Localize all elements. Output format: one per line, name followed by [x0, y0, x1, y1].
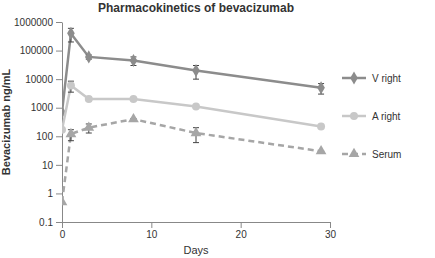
legend-label: V right: [372, 73, 401, 84]
tick: 20: [236, 222, 248, 240]
marks: [62, 27, 326, 205]
marker: [62, 196, 67, 205]
tick-mark: [56, 193, 62, 194]
marker: [67, 27, 75, 40]
series-line: [62, 85, 321, 129]
tick: 0.1: [39, 217, 62, 228]
tick-mark: [56, 136, 62, 137]
tick-label: 1000000: [14, 17, 53, 28]
tick-mark: [62, 222, 63, 228]
tick: 10000: [25, 74, 62, 85]
marker: [67, 81, 75, 89]
legend-marker: [350, 71, 358, 84]
chart: 0 10 20 30 0.1 1 10 100 1000 10000 100000 1000000 Ph…: [0, 0, 435, 258]
tick-label: 0.1: [39, 217, 53, 228]
series-line: [62, 119, 321, 202]
tick: 10: [146, 222, 158, 240]
tick-mark: [56, 79, 62, 80]
tick: 100000: [20, 45, 62, 56]
tick: 1000: [31, 102, 62, 113]
error-cap: [68, 41, 74, 42]
tick-label: 1000: [31, 102, 54, 113]
x-axis: 0 10 20 30: [60, 222, 337, 240]
tick-label: 20: [236, 229, 248, 240]
tick-label: 10: [42, 160, 54, 171]
marker: [85, 95, 93, 103]
tick-label: 100: [36, 131, 53, 142]
plot: 0 10 20 30 0.1 1 10 100 1000 10000 100000 1000000: [14, 17, 336, 240]
tick-mark: [56, 222, 62, 223]
tick-label: 30: [325, 229, 337, 240]
tick: 0: [60, 222, 66, 240]
marker: [317, 123, 325, 131]
marker: [316, 145, 327, 154]
marker: [66, 128, 77, 137]
tick: 1000000: [14, 17, 62, 28]
y-axis: 0.1 1 10 100 1000 10000 100000 1000000: [14, 17, 62, 228]
legend-marker: [349, 148, 360, 157]
error-cap: [86, 133, 92, 134]
legend-item: A right: [342, 111, 401, 122]
error-cap: [193, 142, 199, 143]
marker: [85, 50, 93, 63]
tick: 100: [36, 131, 62, 142]
tick-mark: [56, 51, 62, 52]
tick: 10: [42, 160, 62, 171]
tick-label: 100000: [20, 45, 54, 56]
marker: [129, 95, 137, 103]
y-axis-title: Bevacizumab ng/mL: [0, 69, 12, 176]
tick: 1: [47, 188, 62, 199]
tick-mark: [151, 222, 152, 228]
error-cap: [68, 92, 74, 93]
tick-label: 10: [146, 229, 158, 240]
tick-label: 1: [47, 188, 53, 199]
legend-item: V right: [342, 71, 401, 84]
tick-mark: [56, 165, 62, 166]
tick-label: 10000: [25, 74, 53, 85]
tick-mark: [56, 22, 62, 23]
axis-line: [63, 222, 331, 223]
error-cap: [68, 140, 74, 141]
marker: [317, 81, 325, 94]
marker: [191, 127, 202, 136]
marker: [128, 113, 139, 122]
error-bar: [68, 81, 74, 92]
tick-mark: [330, 222, 331, 228]
marker: [130, 54, 138, 67]
tick-mark: [56, 108, 62, 109]
legend-item: Serum: [342, 148, 401, 160]
marker: [192, 103, 200, 111]
legend-label: Serum: [372, 149, 401, 160]
tick: 30: [325, 222, 337, 240]
legend-label: A right: [372, 111, 401, 122]
legend: V right A right Serum: [342, 71, 401, 160]
marker: [83, 121, 94, 130]
x-axis-title: Days: [183, 244, 209, 256]
tick-label: 0: [60, 229, 66, 240]
marker: [192, 64, 200, 77]
title: Pharmacokinetics of bevacizumab: [98, 1, 294, 15]
error-cap: [193, 79, 199, 80]
legend-marker: [350, 112, 358, 120]
tick-mark: [241, 222, 242, 228]
marker: [62, 126, 66, 134]
